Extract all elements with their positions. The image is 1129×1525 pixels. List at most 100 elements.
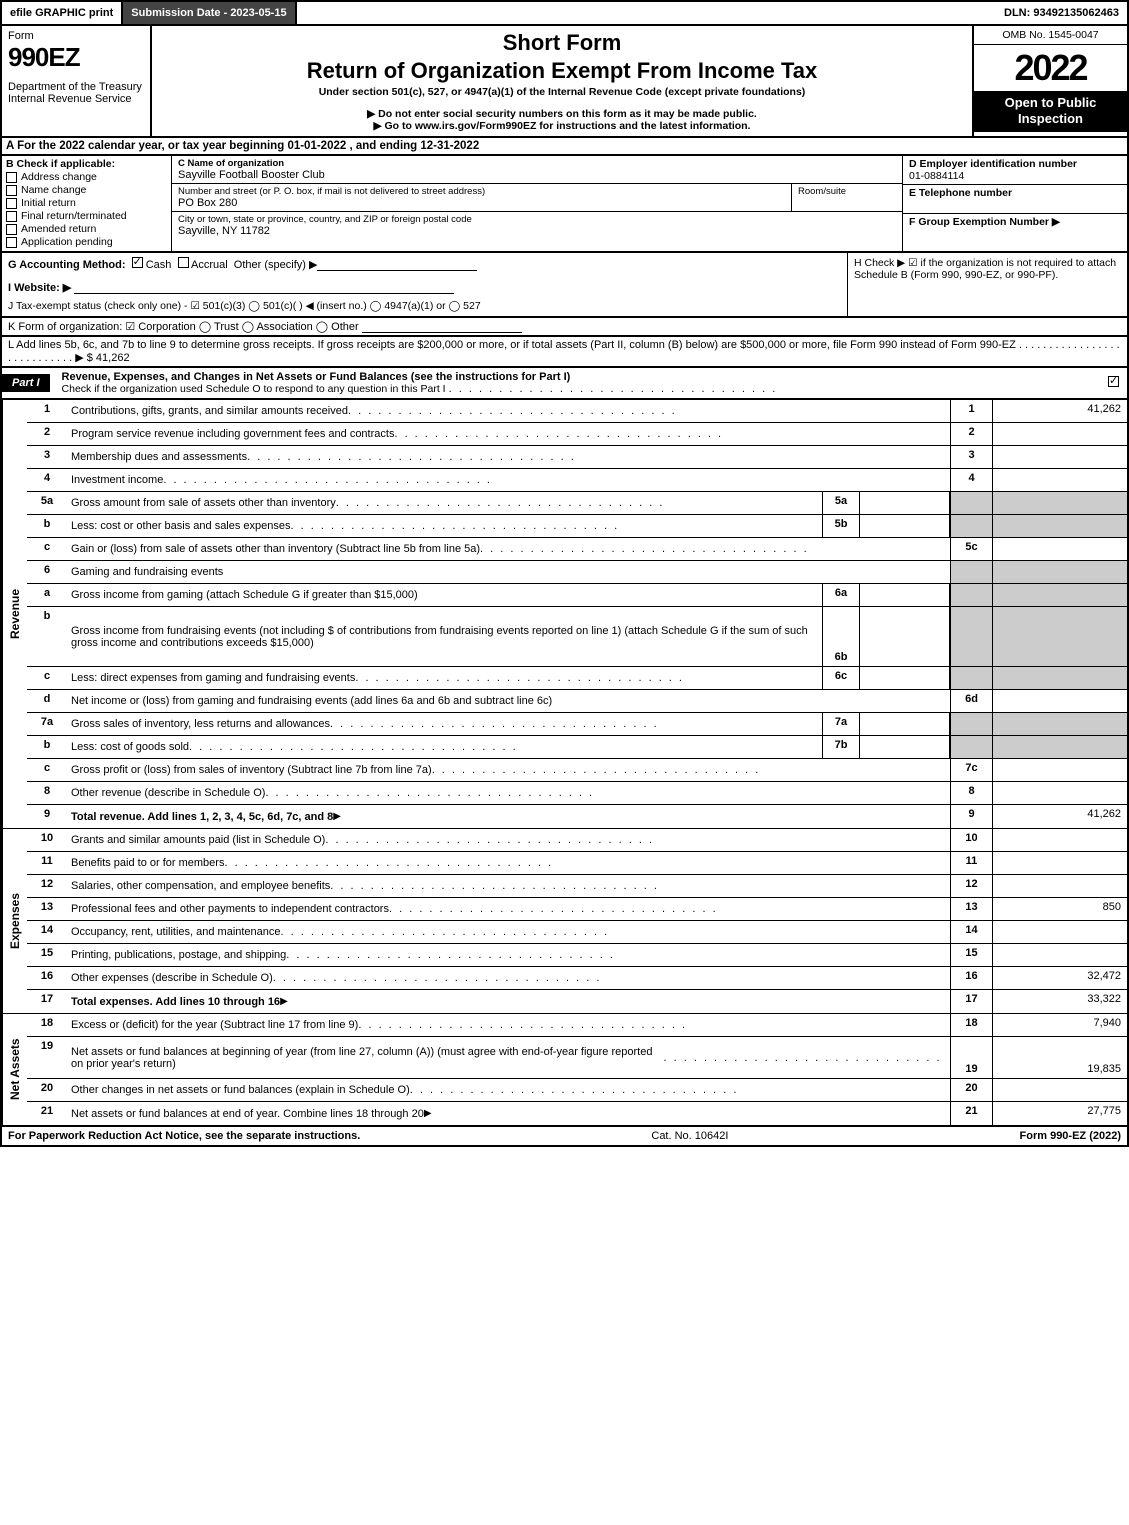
checkbox-name-change[interactable] xyxy=(6,185,17,196)
ln5a-sval xyxy=(860,492,950,514)
ln10-rnum: 10 xyxy=(950,829,992,851)
under-section-text: Under section 501(c), 527, or 4947(a)(1)… xyxy=(160,86,964,98)
expenses-vlabel: Expenses xyxy=(2,829,27,1013)
footer-mid: Cat. No. 10642I xyxy=(651,1130,728,1142)
ln7b-vshade xyxy=(992,736,1127,758)
ln7a-rshade xyxy=(950,713,992,735)
k-other-line[interactable] xyxy=(362,321,522,333)
sec-a-mid: , and ending xyxy=(349,140,420,152)
ln6c-vshade xyxy=(992,667,1127,689)
g-cash: Cash xyxy=(146,259,172,271)
ln5a-rshade xyxy=(950,492,992,514)
ein-value: 01-0884114 xyxy=(909,170,964,182)
ln15-rnum: 15 xyxy=(950,944,992,966)
checkbox-address-change[interactable] xyxy=(6,172,17,183)
checkbox-amended-return[interactable] xyxy=(6,224,17,235)
ln10-num: 10 xyxy=(27,829,67,851)
expenses-lines: 10 Grants and similar amounts paid (list … xyxy=(27,829,1127,1013)
website-line[interactable] xyxy=(74,282,454,294)
ln6c-num: c xyxy=(27,667,67,689)
ln6-vshade xyxy=(992,561,1127,583)
ln13-val: 850 xyxy=(992,898,1127,920)
ln17-val: 33,322 xyxy=(992,990,1127,1013)
ln5a-vshade xyxy=(992,492,1127,514)
ln4-rnum: 4 xyxy=(950,469,992,491)
ln10-desc: Grants and similar amounts paid (list in… xyxy=(71,834,325,846)
ln6d-num: d xyxy=(27,690,67,712)
ln1-val: 41,262 xyxy=(992,400,1127,422)
ln9-desc: Total revenue. Add lines 1, 2, 3, 4, 5c,… xyxy=(71,811,333,823)
section-d-e-f: D Employer identification number 01-0884… xyxy=(902,156,1127,251)
i-label: I Website: ▶ xyxy=(8,282,71,294)
org-street: PO Box 280 xyxy=(178,197,785,209)
ln15-desc: Printing, publications, postage, and shi… xyxy=(71,949,286,961)
ln15-num: 15 xyxy=(27,944,67,966)
ln6c-snum: 6c xyxy=(822,667,860,689)
ln14-num: 14 xyxy=(27,921,67,943)
ln5b-num: b xyxy=(27,515,67,537)
ln13-num: 13 xyxy=(27,898,67,920)
section-l: L Add lines 5b, 6c, and 7b to line 9 to … xyxy=(0,337,1129,368)
ln5a-desc: Gross amount from sale of assets other t… xyxy=(71,497,336,509)
f-label: F Group Exemption Number ▶ xyxy=(909,216,1060,228)
efile-label[interactable]: efile GRAPHIC print xyxy=(2,2,123,24)
header-center: Short Form Return of Organization Exempt… xyxy=(152,26,972,136)
h-text: H Check ▶ ☑ if the organization is not r… xyxy=(854,257,1116,281)
ln3-rnum: 3 xyxy=(950,446,992,468)
ln6-num: 6 xyxy=(27,561,67,583)
opt-final-return: Final return/terminated xyxy=(21,210,127,222)
ln5b-snum: 5b xyxy=(822,515,860,537)
goto-link[interactable]: ▶ Go to www.irs.gov/Form990EZ for instru… xyxy=(160,120,964,132)
form-number: 990EZ xyxy=(8,42,144,73)
ln5b-rshade xyxy=(950,515,992,537)
checkbox-initial-return[interactable] xyxy=(6,198,17,209)
ln8-desc: Other revenue (describe in Schedule O) xyxy=(71,787,265,799)
checkbox-application-pending[interactable] xyxy=(6,237,17,248)
org-name: Sayville Football Booster Club xyxy=(178,169,896,181)
header-left: Form 990EZ Department of the Treasury In… xyxy=(2,26,152,136)
k-text: K Form of organization: ☑ Corporation ◯ … xyxy=(8,321,359,333)
checkbox-final-return[interactable] xyxy=(6,211,17,222)
ln6b-sval xyxy=(860,607,950,666)
e-label: E Telephone number xyxy=(909,187,1012,199)
ln14-desc: Occupancy, rent, utilities, and maintena… xyxy=(71,926,281,938)
submission-date-button[interactable]: Submission Date - 2023-05-15 xyxy=(123,2,296,24)
header-right: OMB No. 1545-0047 2022 Open to Public In… xyxy=(972,26,1127,136)
ln5b-desc: Less: cost or other basis and sales expe… xyxy=(71,520,291,532)
sec-a-begin: 01-01-2022 xyxy=(287,140,346,152)
ln1-num: 1 xyxy=(27,400,67,422)
ln20-desc: Other changes in net assets or fund bala… xyxy=(71,1084,410,1096)
ln12-desc: Salaries, other compensation, and employ… xyxy=(71,880,330,892)
no-ssn-note: ▶ Do not enter social security numbers o… xyxy=(160,108,964,120)
ln21-num: 21 xyxy=(27,1102,67,1125)
ln6a-num: a xyxy=(27,584,67,606)
ln8-val xyxy=(992,782,1127,804)
ln14-rnum: 14 xyxy=(950,921,992,943)
tax-year: 2022 xyxy=(974,45,1127,91)
checkbox-cash[interactable] xyxy=(132,257,143,268)
ln6c-sval xyxy=(860,667,950,689)
j-text: J Tax-exempt status (check only one) - ☑… xyxy=(8,300,841,312)
ln18-num: 18 xyxy=(27,1014,67,1036)
ln6a-desc: Gross income from gaming (attach Schedul… xyxy=(71,589,418,601)
ln16-num: 16 xyxy=(27,967,67,989)
section-g-h-i-j: G Accounting Method: Cash Accrual Other … xyxy=(0,253,1129,318)
ln17-num: 17 xyxy=(27,990,67,1013)
c-room-label: Room/suite xyxy=(798,186,896,197)
ln4-desc: Investment income xyxy=(71,474,163,486)
checkbox-accrual[interactable] xyxy=(178,257,189,268)
ln19-num: 19 xyxy=(27,1037,67,1078)
ln7b-desc: Less: cost of goods sold xyxy=(71,741,189,753)
ln6-desc: Gaming and fundraising events xyxy=(71,566,223,578)
checkbox-schedule-o[interactable] xyxy=(1108,376,1119,387)
ln18-rnum: 18 xyxy=(950,1014,992,1036)
ln6d-val xyxy=(992,690,1127,712)
ln12-num: 12 xyxy=(27,875,67,897)
ln4-val xyxy=(992,469,1127,491)
g-accrual: Accrual xyxy=(191,259,228,271)
ln6a-vshade xyxy=(992,584,1127,606)
ln6c-desc: Less: direct expenses from gaming and fu… xyxy=(71,672,355,684)
other-specify-line[interactable] xyxy=(317,259,477,271)
part-i-header: Part I Revenue, Expenses, and Changes in… xyxy=(0,368,1129,400)
ln6b-snum: 6b xyxy=(822,607,860,666)
